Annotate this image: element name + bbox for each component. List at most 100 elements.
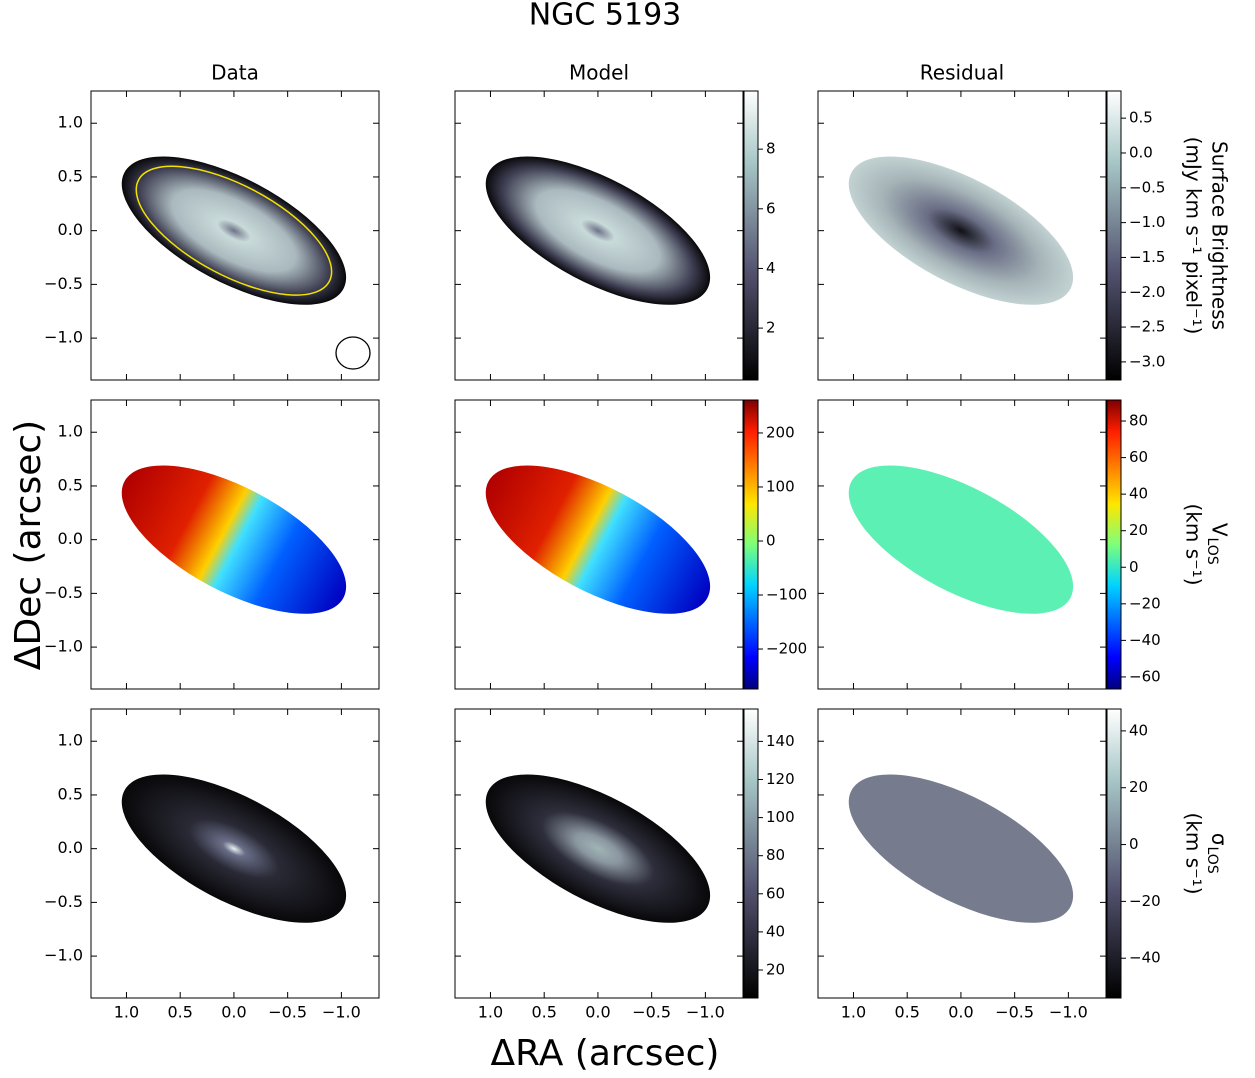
panel-frame: [817, 399, 1107, 690]
y-tick-label: 1.0: [58, 731, 83, 750]
colorbar-tick-label: 100: [766, 808, 795, 826]
colorbar-tick-label: −0.5: [1129, 178, 1165, 196]
x-axis-label: ΔRA (arcsec): [491, 1033, 720, 1074]
y-tick-label: 0.5: [58, 475, 83, 494]
colorbar: [743, 90, 759, 381]
colorbar-tick-label: 8: [766, 140, 776, 158]
x-tick-label: 0.0: [585, 1003, 610, 1022]
map-image: [485, 774, 711, 923]
y-axis-label: ΔDec (arcsec): [8, 420, 49, 670]
x-tick-label: −1.0: [322, 1003, 361, 1022]
x-tick-label: 1.0: [841, 1003, 866, 1022]
y-tick-label: 0.0: [58, 838, 83, 857]
colorbar-tick-label: −100: [766, 586, 807, 604]
map-image: [848, 156, 1074, 305]
colorbar-tick-label: 40: [766, 922, 785, 940]
colorbar-tick-label: −2.0: [1129, 283, 1165, 301]
colorbar-tick-label: 40: [1129, 721, 1148, 739]
colorbar-tick-label: 20: [1129, 778, 1148, 796]
colorbar-tick-label: 120: [766, 770, 795, 788]
colorbar-tick-label: −40: [1129, 949, 1161, 967]
panel-frame: [817, 708, 1107, 999]
colorbar-tick-label: 100: [766, 477, 795, 495]
y-tick-label: 0.5: [58, 784, 83, 803]
panel-frame: [454, 399, 744, 690]
y-tick-label: 0.5: [58, 166, 83, 185]
colorbar-tick-label: 0.5: [1129, 109, 1153, 127]
x-tick-label: 0.5: [167, 1003, 192, 1022]
map-image: [485, 156, 711, 305]
colorbar-tick-label: 200: [766, 423, 795, 441]
panel-frame: [817, 90, 1107, 381]
x-tick-label: −0.5: [995, 1003, 1034, 1022]
colorbar-label-unit: (km s⁻¹): [1182, 503, 1206, 585]
colorbar-label-symbol: V: [1208, 523, 1232, 537]
colorbar-tick-label: 2: [766, 319, 776, 337]
colorbar-tick-label: −1.5: [1129, 248, 1165, 266]
x-tick-label: 0.0: [221, 1003, 246, 1022]
colorbar-tick-label: 20: [766, 960, 785, 978]
colorbar: [1106, 90, 1122, 381]
colorbar-tick-label: −40: [1129, 631, 1161, 649]
y-tick-label: 0.0: [58, 529, 83, 548]
column-title: Residual: [920, 61, 1004, 85]
x-tick-label: 0.0: [948, 1003, 973, 1022]
y-tick-label: −1.0: [44, 328, 83, 347]
colorbar-tick-label: −60: [1129, 667, 1161, 685]
colorbar-tick-label: 60: [766, 884, 785, 902]
column-title: Data: [211, 61, 259, 85]
colorbar-tick-label: 60: [1129, 448, 1148, 466]
y-tick-label: −0.5: [44, 583, 83, 602]
column-title: Model: [569, 61, 629, 85]
y-tick-label: 0.0: [58, 220, 83, 239]
colorbar: [743, 399, 759, 690]
colorbar-tick-label: 140: [766, 732, 795, 750]
colorbar-label-unit: (km s⁻¹): [1182, 812, 1206, 894]
colorbar: [1106, 708, 1122, 999]
map-image: [848, 465, 1074, 614]
colorbar-label-symbol: σ: [1208, 833, 1232, 846]
colorbar-tick-label: 20: [1129, 521, 1148, 539]
y-tick-label: −1.0: [44, 637, 83, 656]
colorbar-tick-label: 80: [1129, 412, 1148, 430]
colorbar-label-subscript: LOS: [1204, 538, 1220, 565]
x-tick-label: −0.5: [632, 1003, 671, 1022]
colorbar-tick-label: −3.0: [1129, 352, 1165, 370]
colorbar-tick-label: 0: [1129, 558, 1139, 576]
map-image: [485, 465, 711, 614]
x-tick-label: 0.5: [894, 1003, 919, 1022]
colorbar-label-unit: (mJy km s⁻¹ pixel⁻¹): [1182, 137, 1206, 335]
colorbar-label-name: Surface Brightness: [1208, 141, 1232, 330]
colorbar-tick-label: −1.0: [1129, 213, 1165, 231]
colorbar-tick-label: −2.5: [1129, 318, 1165, 336]
colorbar-tick-label: −20: [1129, 892, 1161, 910]
colorbar-tick-label: 40: [1129, 485, 1148, 503]
chart-title: NGC 5193: [529, 0, 682, 33]
colorbar-tick-label: −200: [766, 640, 807, 658]
colorbar-tick-label: −20: [1129, 594, 1161, 612]
colorbar-label-subscript: LOS: [1204, 847, 1220, 874]
y-tick-label: 1.0: [58, 113, 83, 132]
x-tick-label: −1.0: [1049, 1003, 1088, 1022]
y-tick-label: −1.0: [44, 946, 83, 965]
fit-ellipse: [135, 165, 333, 296]
beam: [335, 336, 371, 370]
map-image: [121, 465, 347, 614]
y-tick-label: −0.5: [44, 274, 83, 293]
x-tick-label: 1.0: [114, 1003, 139, 1022]
panel-frame: [454, 708, 744, 999]
colorbar-label: Surface Brightness(mJy km s⁻¹ pixel⁻¹): [1182, 137, 1232, 335]
colorbar-tick-label: 4: [766, 259, 776, 277]
panel-frame: [90, 708, 380, 999]
panel-frame: [90, 399, 380, 690]
colorbar-tick-label: 0: [1129, 835, 1139, 853]
y-tick-label: −0.5: [44, 892, 83, 911]
x-tick-label: 1.0: [478, 1003, 503, 1022]
y-tick-label: 1.0: [58, 422, 83, 441]
colorbar-tick-label: 80: [766, 846, 785, 864]
colorbar-tick-label: 0: [766, 531, 776, 549]
map-image: [848, 774, 1074, 923]
